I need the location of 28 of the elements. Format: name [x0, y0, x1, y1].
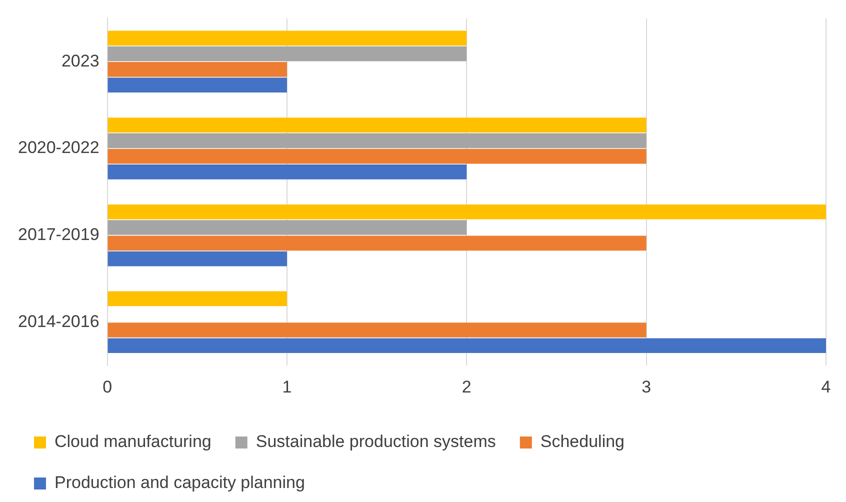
bar: [108, 251, 287, 266]
legend-label: Cloud manufacturing: [54, 432, 212, 452]
bar: [108, 322, 646, 338]
y-tick-label: 2014-2016: [18, 312, 100, 331]
legend-label: Sustainable production systems: [256, 432, 496, 452]
legend-label: Production and capacity planning: [54, 473, 305, 492]
bar: [108, 46, 467, 62]
bar: [108, 78, 287, 92]
y-tick-label: 2017-2019: [18, 225, 100, 244]
bar: [108, 236, 646, 251]
x-tick-label: 2: [462, 377, 472, 396]
bar: [108, 133, 646, 148]
bar: [108, 30, 467, 46]
bar: [108, 204, 826, 220]
legend-label: Scheduling: [540, 432, 625, 452]
x-tick-label: 1: [282, 377, 292, 396]
y-tick-label: 2020-2022: [18, 138, 100, 158]
x-tick-label: 0: [102, 377, 112, 396]
bar: [108, 118, 646, 132]
bar: [108, 164, 467, 180]
y-tick-label: 2023: [61, 51, 100, 70]
bar: [108, 220, 467, 235]
bar: [108, 291, 287, 306]
x-tick-label: 4: [821, 377, 831, 396]
bar: [108, 62, 287, 77]
x-tick-label: 3: [642, 377, 652, 396]
bar: [108, 148, 646, 164]
bar: [108, 338, 826, 354]
